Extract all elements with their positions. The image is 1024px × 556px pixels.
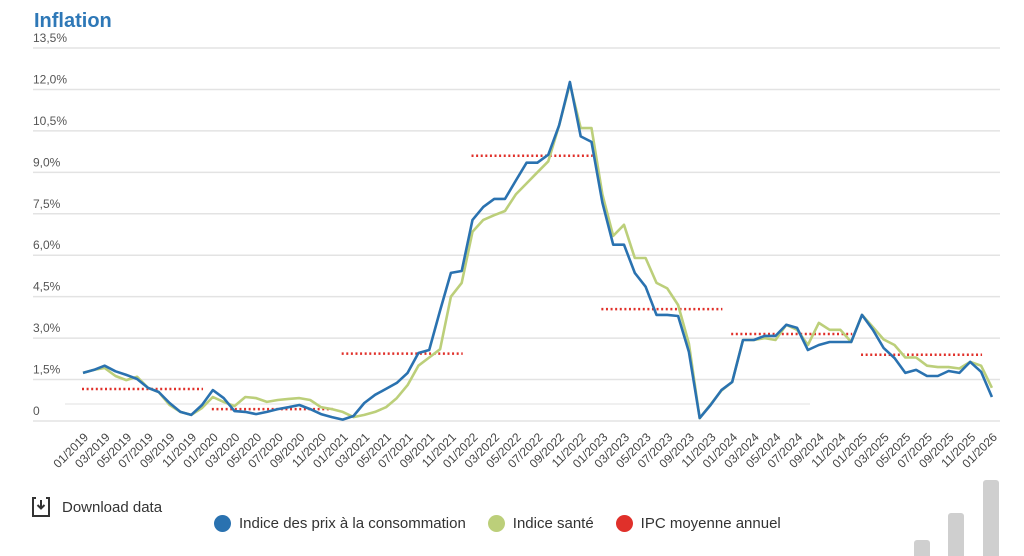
legend-dot-annual-average <box>615 515 633 532</box>
y-tick-label: 0 <box>33 404 40 418</box>
legend-dot-cpi <box>214 515 231 532</box>
y-tick-label: 12,0% <box>33 72 67 86</box>
chart-title: Inflation <box>34 10 112 32</box>
y-tick-label: 3,0% <box>33 321 61 335</box>
legend-item-annual-average[interactable]: IPC moyenne annuel <box>615 515 781 532</box>
y-tick-label: 6,0% <box>33 238 61 252</box>
legend-item-health-index[interactable]: Indice santé <box>487 515 594 532</box>
bar-chart-icon[interactable] <box>912 478 1002 556</box>
y-tick-label: 9,0% <box>33 155 61 169</box>
download-data-button[interactable]: Download data <box>32 497 162 517</box>
y-tick-label: 4,5% <box>33 280 61 294</box>
legend-dot-health-index <box>487 515 505 532</box>
y-tick-label: 13,5% <box>33 31 67 45</box>
y-tick-label: 10,5% <box>33 114 67 128</box>
inflation-chart: 0 1,5% 3,0% 4,5% 6,0% 7,5% 9,0% 10,5% 12,0% 13,5%… <box>33 31 1000 471</box>
chart-legend: Indice des prix à la consommation Indice… <box>214 515 781 532</box>
download-icon <box>32 497 50 517</box>
y-tick-label: 7,5% <box>33 197 61 211</box>
legend-item-cpi[interactable]: Indice des prix à la consommation <box>214 515 466 532</box>
cpi-line <box>82 80 994 421</box>
download-data-label: Download data <box>62 498 163 516</box>
legend-label-annual-average: IPC moyenne annuel <box>640 515 781 532</box>
y-tick-label: 1,5% <box>33 363 61 377</box>
legend-label-health-index: Indice santé <box>512 515 594 532</box>
health-index-line <box>82 82 994 420</box>
legend-label-cpi: Indice des prix à la consommation <box>239 515 466 532</box>
